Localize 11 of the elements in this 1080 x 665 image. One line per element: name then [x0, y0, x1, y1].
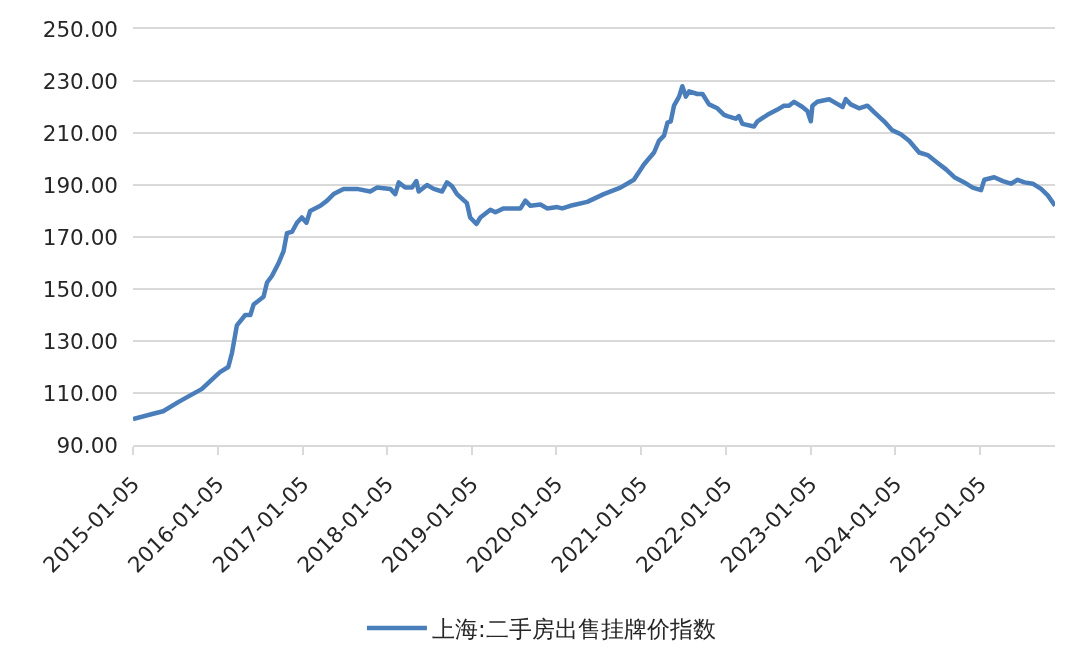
y-tick-label: 210.00 [42, 120, 118, 146]
legend-label: 上海:二手房出售挂牌价指数 [431, 615, 716, 642]
y-tick-label: 150.00 [42, 276, 118, 302]
y-tick-label: 90.00 [56, 432, 118, 458]
y-tick-label: 110.00 [42, 380, 118, 406]
y-tick-label: 250.00 [42, 16, 118, 42]
y-tick-label: 130.00 [42, 328, 118, 354]
line-series [133, 83, 1055, 422]
y-tick-label: 190.00 [42, 172, 118, 198]
y-tick-label: 230.00 [42, 68, 118, 94]
y-tick-label: 170.00 [42, 224, 118, 250]
